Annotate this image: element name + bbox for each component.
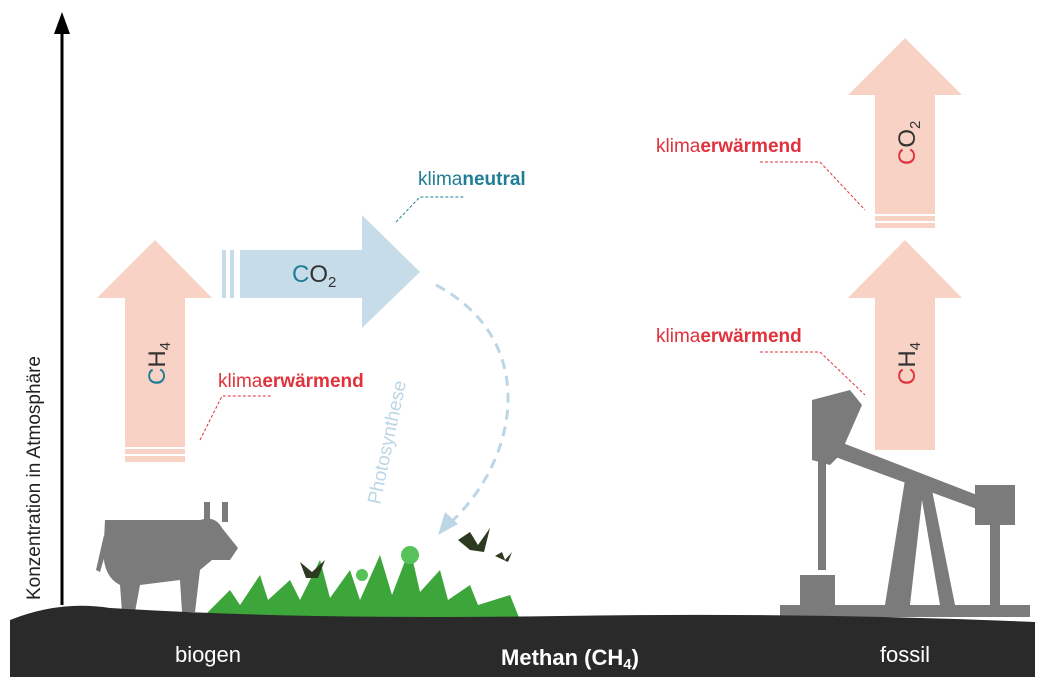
annotation-ch4: klimaerwärmend	[656, 326, 802, 347]
leader-line	[200, 396, 272, 440]
leader-line	[760, 162, 865, 210]
annotation-warming: klimaerwärmend	[218, 371, 364, 392]
axis-label: Konzentration in Atmosphäre	[24, 356, 45, 600]
ch4-arrow-fossil	[848, 240, 962, 450]
footer-center: Methan (CH4)	[501, 645, 639, 673]
axis-arrowhead	[54, 12, 70, 34]
photosynthesis-path	[436, 285, 508, 525]
diagram: Konzentration in Atmosphäre CH4 CO2 klim…	[0, 0, 1042, 677]
photosynthesis-label: Photosynthese	[364, 379, 411, 506]
annotation-neutral: klimaneutral	[418, 169, 526, 190]
grass-icon	[205, 546, 520, 620]
annotation-co2: klimaerwärmend	[656, 136, 802, 157]
leader-line	[396, 197, 465, 222]
photosynthesis-arrowhead	[438, 512, 458, 535]
footer-left: biogen	[175, 642, 241, 667]
leader-line	[760, 352, 865, 395]
cow-icon	[96, 502, 238, 612]
footer-right: fossil	[880, 642, 930, 667]
